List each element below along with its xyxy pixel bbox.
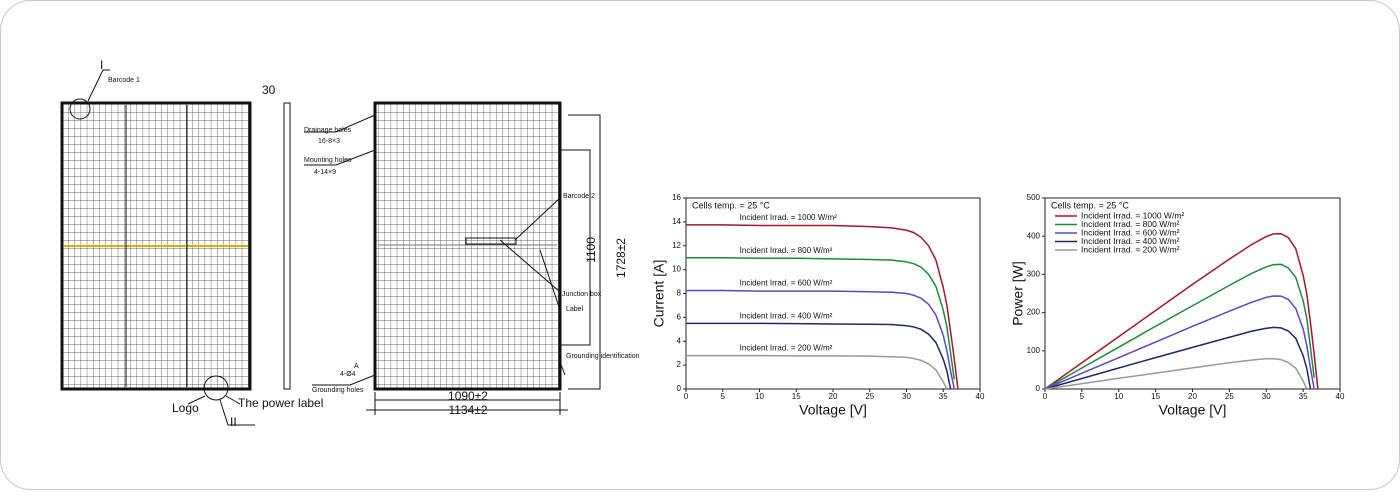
label: II [230, 415, 237, 429]
x-tick-label: 0 [1043, 392, 1048, 401]
label: 1100 [584, 237, 598, 263]
series-line [1044, 357, 1308, 390]
legend-label: Incident Irrad. = 200 W/m² [1081, 244, 1180, 254]
x-tick-label: 25 [865, 392, 874, 401]
legend-label: Incident Irrad. = 400 W/m² [740, 311, 833, 320]
y-tick-label: 4 [677, 336, 682, 345]
label: 4-14×9 [314, 169, 336, 176]
x-tick-label: 40 [1336, 392, 1345, 401]
legend-label: Incident Irrad. = 400 W/m² [1081, 236, 1180, 246]
series-line [1044, 295, 1315, 390]
y-tick-label: 6 [677, 312, 682, 321]
label: 16-8×3 [318, 138, 340, 145]
label: 1090±2 [448, 389, 488, 403]
x-tick-label: 10 [1114, 392, 1123, 401]
x-tick-label: 25 [1225, 392, 1234, 401]
legend-label: Incident Irrad. = 200 W/m² [740, 344, 833, 353]
legend-label: Incident Irrad. = 800 W/m² [1081, 219, 1180, 229]
y-tick-label: 10 [672, 265, 681, 274]
series-line [1044, 263, 1315, 390]
label: The power label [238, 396, 323, 410]
annotation: Cells temp. = 25 °C [1051, 200, 1129, 210]
label: 4-Ø4 [340, 371, 356, 378]
drawing-labels: I Barcode 1 30 Drainage holes 16-8×3 Mou… [100, 58, 640, 429]
x-tick-label: 30 [902, 392, 911, 401]
label: 1134±2 [448, 403, 487, 417]
y-tick-label: 2 [677, 360, 682, 369]
label: Grounding identification [566, 353, 640, 360]
y-tick-label: 0 [677, 384, 682, 393]
label: Logo [172, 401, 199, 415]
label: Mounting holes [304, 157, 352, 164]
x-tick-label: 20 [829, 392, 838, 401]
label: Barcode 1 [108, 77, 140, 84]
y-tick-label: 500 [1027, 193, 1041, 202]
label: Label [566, 306, 584, 313]
label: Drainage holes [304, 127, 352, 134]
series-line [686, 289, 956, 390]
y-tick-label: 8 [677, 289, 682, 298]
x-tick-label: 40 [976, 392, 985, 401]
label: Barcode 2 [563, 193, 595, 200]
y-axis-title: Power [W] [1010, 261, 1026, 326]
y-tick-label: 0 [1036, 384, 1041, 393]
x-tick-label: 0 [684, 392, 689, 401]
y-tick-label: 200 [1027, 308, 1041, 317]
x-tick-label: 5 [721, 392, 726, 401]
y-tick-label: 100 [1027, 346, 1041, 355]
legend-label: Incident Irrad. = 1000 W/m² [740, 213, 837, 222]
y-tick-label: 400 [1027, 231, 1041, 240]
y-tick-label: 14 [672, 217, 681, 226]
x-axis-title: Voltage [V] [799, 402, 867, 418]
x-tick-label: 5 [1080, 392, 1085, 401]
x-tick-label: 15 [792, 392, 801, 401]
x-tick-label: 10 [755, 392, 764, 401]
x-tick-label: 35 [1299, 392, 1308, 401]
label: 30 [262, 83, 276, 97]
label: Junction box [562, 291, 602, 298]
y-tick-label: 300 [1027, 270, 1041, 279]
label: A [354, 363, 359, 370]
legend-label: Incident Irrad. = 1000 W/m² [1081, 210, 1184, 220]
y-tick-label: 16 [672, 193, 681, 202]
module-drawing [60, 69, 601, 426]
label: Grounding holes [312, 387, 364, 394]
x-axis-title: Voltage [V] [1159, 402, 1227, 418]
x-tick-label: 35 [939, 392, 948, 401]
legend-label: Incident Irrad. = 600 W/m² [1081, 227, 1180, 237]
series-line [686, 256, 956, 380]
x-tick-label: 15 [1151, 392, 1160, 401]
legend-label: Incident Irrad. = 600 W/m² [740, 279, 833, 288]
y-axis-title: Current [A] [651, 260, 667, 328]
series-line [686, 322, 952, 390]
annotation: Cells temp. = 25 °C [692, 200, 770, 210]
label: I [100, 58, 103, 72]
series-line [686, 354, 948, 390]
x-tick-label: 30 [1262, 392, 1271, 401]
series-line [1044, 233, 1319, 390]
legend-label: Incident Irrad. = 800 W/m² [740, 246, 833, 255]
x-tick-label: 20 [1188, 392, 1197, 401]
y-tick-label: 12 [672, 241, 681, 250]
series-line [1044, 326, 1312, 390]
series-line [686, 224, 959, 390]
label: 1728±2 [614, 238, 628, 278]
